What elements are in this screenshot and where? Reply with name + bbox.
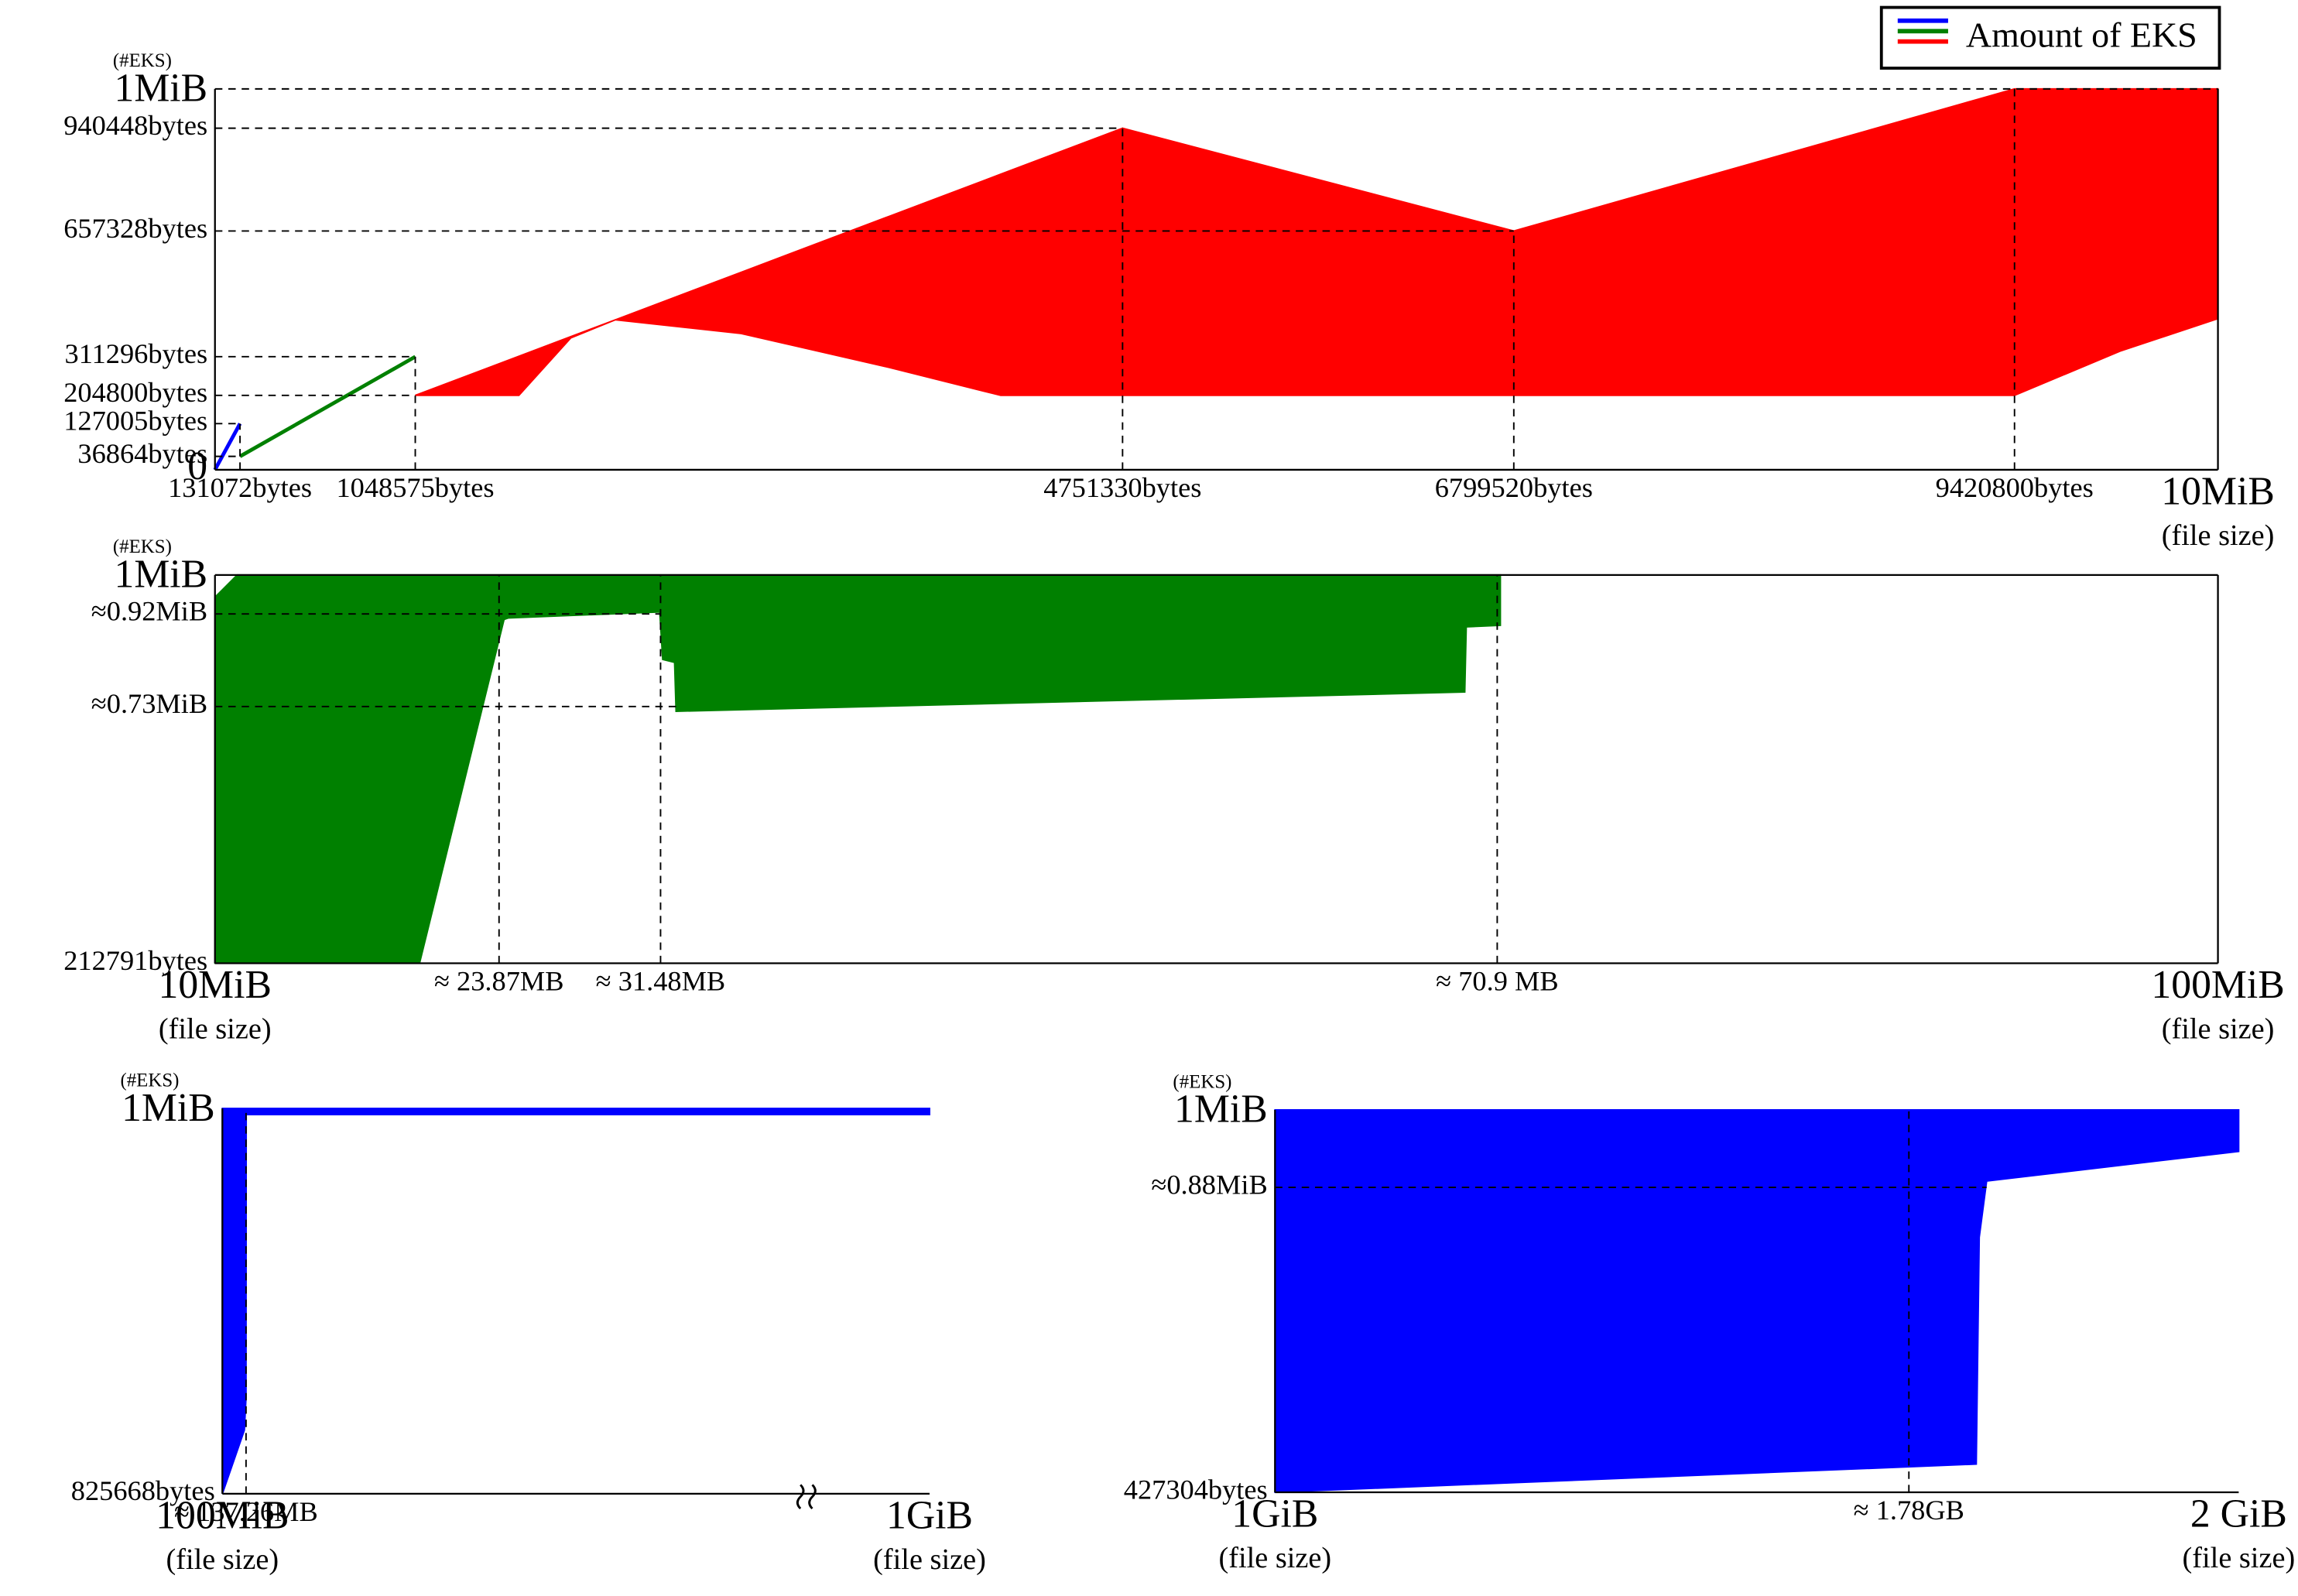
y-axis-label: (#EKS) — [113, 536, 172, 557]
y-axis-label: (#EKS) — [1173, 1071, 1231, 1092]
y-tick-label: 212791bytes — [63, 945, 207, 976]
x-tick-label: 100MiB — [2151, 963, 2284, 1007]
y-tick-label: 940448bytes — [63, 110, 207, 141]
x-axis-label: (file size) — [166, 1543, 279, 1576]
x-tick-label: ≈ 137.26MB — [174, 1496, 318, 1527]
y-tick-label: 1MiB — [114, 67, 207, 111]
x-tick-label: 100MiB — [156, 1493, 289, 1537]
x-tick-label: 1GiB — [886, 1493, 973, 1537]
x-tick-label: ≈ 70.9 MB — [1436, 966, 1558, 997]
x-tick-label: 9420800bytes — [1936, 472, 2094, 503]
y-tick-label: 657328bytes — [63, 213, 207, 244]
y-tick-label: 427304bytes — [1124, 1474, 1268, 1505]
range-area — [415, 87, 2219, 396]
y-tick-label: 825668bytes — [71, 1475, 215, 1506]
y-tick-label: 36864bytes — [77, 438, 207, 469]
x-tick-label: ≈ 23.87MB — [434, 966, 564, 997]
x-tick-label: 1GiB — [1231, 1492, 1318, 1536]
y-tick-label: 311296bytes — [65, 338, 208, 369]
y-tick-label: 1MiB — [122, 1086, 215, 1130]
x-tick-label: ≈ 1.78GB — [1854, 1495, 1964, 1526]
range-area — [221, 1108, 930, 1495]
x-axis-label: (file size) — [159, 1012, 272, 1045]
y-tick-label: ≈0.73MiB — [91, 688, 207, 719]
y-tick-label: 204800bytes — [63, 377, 207, 408]
x-tick-label: 4751330bytes — [1043, 472, 1201, 503]
y-axis-label: (#EKS) — [113, 50, 172, 71]
axis-break — [796, 1484, 817, 1510]
y-tick-label: 1MiB — [114, 553, 207, 597]
legend-box — [1879, 5, 2221, 70]
y-tick-label: 127005bytes — [63, 406, 207, 437]
y-tick-label: 1MiB — [1174, 1087, 1268, 1132]
x-tick-label: 2 GiB — [2190, 1492, 2287, 1536]
x-axis-label: (file size) — [2183, 1542, 2296, 1574]
series-line — [238, 354, 416, 458]
x-axis-label: (file size) — [1218, 1542, 1331, 1574]
x-axis-label: (file size) — [2162, 519, 2275, 552]
x-tick-label: 6799520bytes — [1435, 472, 1593, 503]
series-line — [213, 423, 242, 471]
x-axis-label: (file size) — [873, 1543, 986, 1576]
x-tick-label: 131072bytes — [168, 472, 312, 503]
x-tick-label: 10MiB — [158, 963, 272, 1007]
x-axis-label: (file size) — [2162, 1012, 2275, 1045]
y-tick-label: ≈0.88MiB — [1151, 1169, 1267, 1200]
x-tick-label: ≈ 31.48MB — [596, 966, 726, 997]
x-tick-label: 10MiB — [2161, 469, 2275, 513]
legend-label: Amount of EKS — [1966, 15, 2197, 54]
range-area — [1274, 1109, 2240, 1493]
y-tick-label: 0 — [187, 444, 207, 488]
x-tick-label: 1048575bytes — [336, 472, 494, 503]
range-area — [214, 574, 1502, 964]
y-tick-label: ≈0.92MiB — [91, 596, 207, 627]
y-axis-label: (#EKS) — [120, 1070, 179, 1091]
